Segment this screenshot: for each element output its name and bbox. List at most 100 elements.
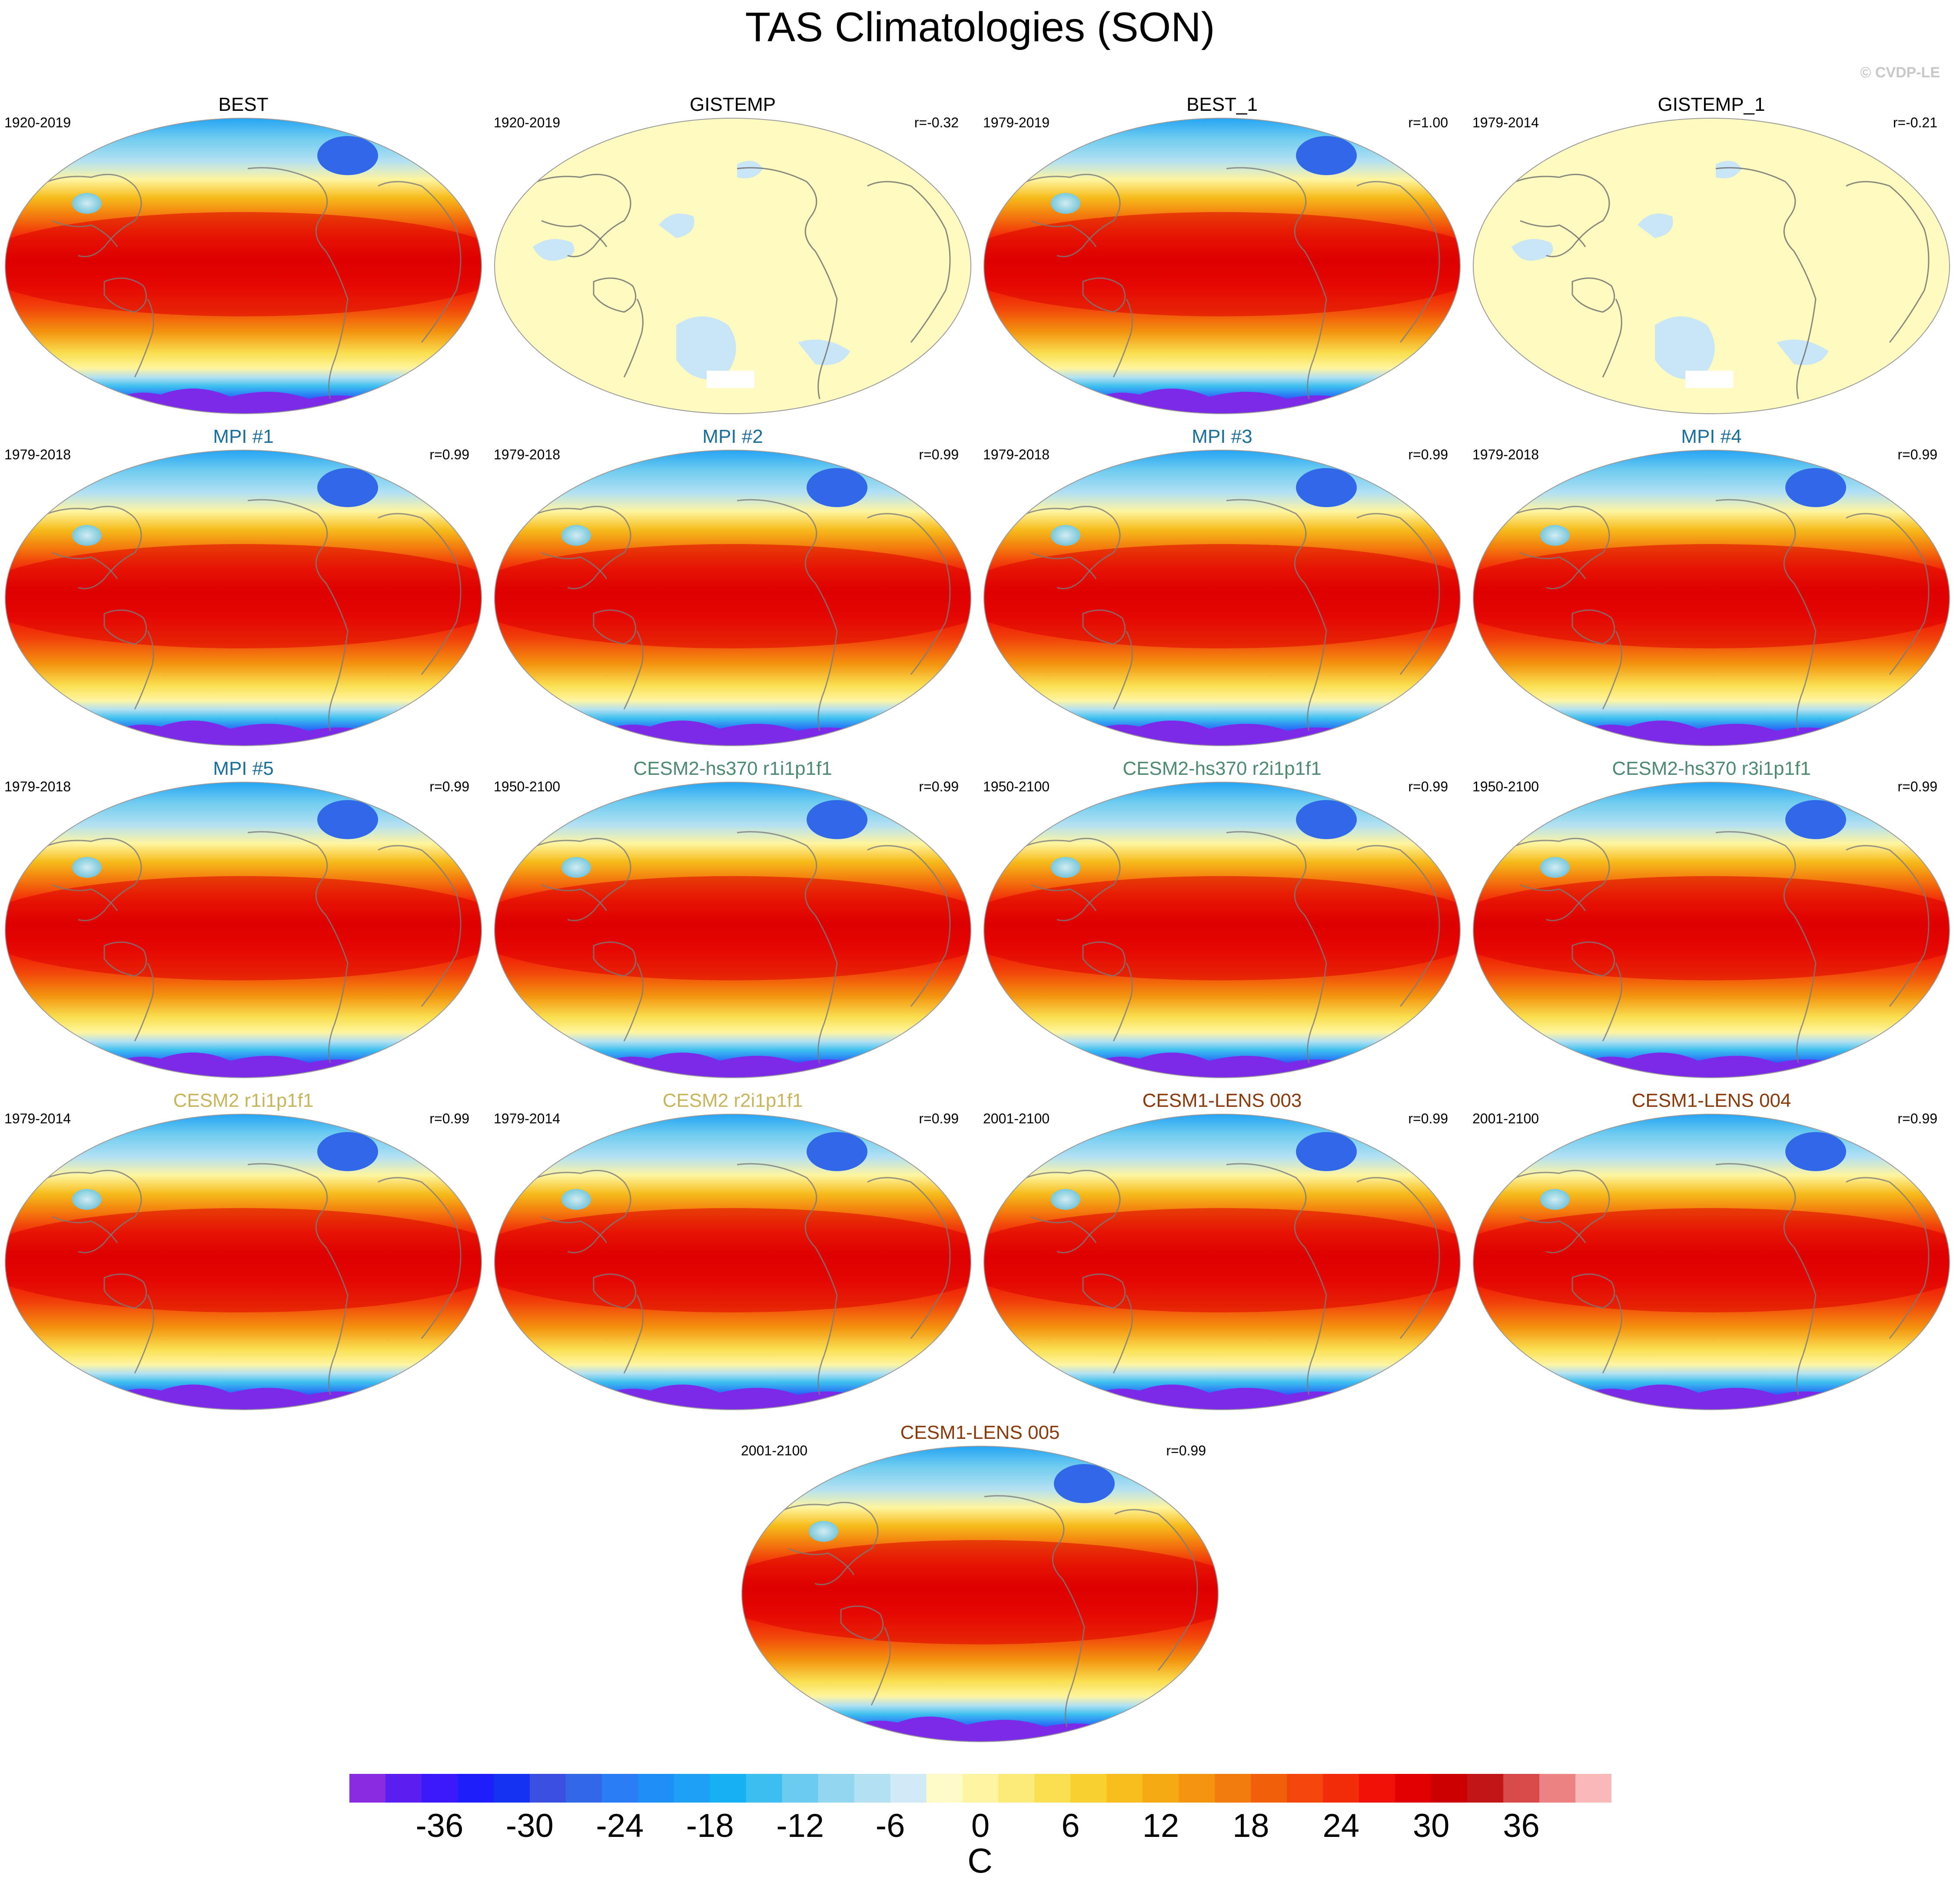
coastline	[1226, 1163, 1327, 1395]
coastline	[103, 941, 147, 977]
robinson-map	[1473, 118, 1950, 414]
map-outline	[1473, 118, 1950, 414]
tropical-warm-band	[5, 1208, 482, 1312]
robinson-map	[494, 1114, 971, 1410]
map-panel: BEST_1 1979-2019 r=1.00	[983, 86, 1461, 414]
map-outline	[5, 1114, 482, 1410]
tropical-warm-band	[495, 876, 971, 980]
robinson-map	[5, 118, 482, 414]
map-panel: GISTEMP_1 1979-2014 r=-0.21	[1472, 86, 1950, 414]
panel-correlation: r=-0.32	[914, 115, 959, 130]
coastline	[1030, 1216, 1097, 1243]
coastline	[1846, 845, 1930, 1007]
panel-title: CESM1-LENS 004	[1631, 1090, 1791, 1111]
cold-anomaly-patch	[798, 339, 850, 365]
coastline	[247, 831, 349, 1063]
greenland-cold-area	[807, 1132, 867, 1171]
coastline	[1715, 167, 1817, 399]
coastline	[984, 1495, 1085, 1727]
panel-period: 1950-2100	[494, 779, 561, 794]
panel-period: 1979-2018	[1472, 447, 1539, 462]
coastline	[867, 845, 951, 1007]
anomaly-field	[1473, 118, 1950, 414]
coastline	[593, 609, 637, 645]
tropical-warm-band	[984, 544, 1460, 648]
greenland-cold-area	[317, 1132, 378, 1171]
colorbar-tick-label: -24	[596, 1807, 644, 1844]
coastline	[52, 220, 118, 247]
map-panel: CESM1-LENS 005 2001-2100 r=0.99	[741, 1414, 1219, 1742]
colorbar-swatch	[1106, 1774, 1143, 1803]
coastline	[134, 631, 154, 710]
coastline	[1846, 1177, 1930, 1339]
tibet-cold-spot	[72, 525, 102, 546]
coastline	[1356, 513, 1440, 675]
greenland-cold-area	[1054, 1464, 1115, 1503]
greenland-cold-area	[1296, 468, 1357, 507]
tibet-cold-spot	[1051, 193, 1080, 214]
greenland-cold-area	[317, 136, 378, 175]
panel-title: MPI #2	[702, 426, 763, 447]
coastline	[378, 181, 462, 343]
coastline	[1226, 831, 1327, 1063]
panel-title: CESM1-LENS 005	[900, 1422, 1060, 1443]
panel-period: 1920-2019	[4, 115, 71, 130]
cold-anomaly-patch	[1512, 239, 1553, 261]
panel-correlation: r=1.00	[1408, 115, 1448, 130]
map-outline	[983, 782, 1461, 1078]
colorbar-swatch	[601, 1774, 638, 1803]
coastline	[30, 1169, 142, 1253]
greenland-cold-area	[317, 468, 378, 507]
coastline	[378, 1177, 462, 1339]
panel-correlation: r=0.99	[1166, 1443, 1206, 1458]
tropical-warm-band	[1473, 1208, 1950, 1312]
tropical-warm-band	[1473, 876, 1950, 980]
coastline	[1113, 299, 1133, 378]
tibet-cold-spot	[1051, 857, 1080, 878]
robinson-map	[1473, 1114, 1950, 1410]
anomaly-field	[495, 118, 971, 414]
cold-anomaly-patch	[737, 161, 763, 179]
panel-title: CESM2-hs370 r2i1p1f1	[1123, 758, 1322, 779]
colorbar-swatch	[1503, 1774, 1540, 1803]
tibet-cold-spot	[1540, 1189, 1570, 1210]
map-panel: CESM1-LENS 004 2001-2100 r=0.99	[1472, 1082, 1950, 1410]
greenland-cold-area	[807, 800, 867, 839]
colorbar-swatch	[1395, 1774, 1432, 1803]
cold-anomaly-patch	[676, 316, 736, 379]
colorbar-swatch	[962, 1774, 999, 1803]
coastline	[1602, 299, 1622, 378]
coastline	[378, 513, 462, 675]
cold-anomaly-patch	[1655, 316, 1715, 379]
coastline	[1715, 831, 1817, 1063]
figure-title: TAS Climatologies (SON)	[745, 4, 1215, 50]
coastline	[1082, 1273, 1126, 1309]
colorbar-tick-label: 0	[971, 1807, 990, 1844]
colorbar-swatch	[638, 1774, 674, 1803]
coastline	[519, 837, 631, 921]
colorbar-swatch	[1287, 1774, 1323, 1803]
coastline	[767, 1501, 879, 1585]
coastline	[1113, 1295, 1133, 1374]
panel-correlation: r=0.99	[429, 779, 469, 794]
coastline	[103, 1273, 147, 1309]
coastline	[541, 552, 608, 579]
coastline	[52, 1216, 118, 1243]
map-panel: BEST 1920-2019	[4, 86, 482, 414]
map-outline	[5, 450, 482, 746]
tibet-cold-spot	[561, 525, 591, 546]
panel-correlation: r=0.99	[919, 447, 959, 462]
coastline	[134, 963, 154, 1042]
greenland-cold-area	[1785, 800, 1846, 839]
tropical-warm-band	[5, 212, 482, 316]
cold-anomaly-patch	[1777, 339, 1829, 365]
panel-title: CESM2 r2i1p1f1	[662, 1090, 803, 1111]
coastline	[30, 505, 142, 589]
coastline	[867, 1177, 951, 1339]
colorbar-swatch	[1467, 1774, 1504, 1803]
map-panel: CESM2 r1i1p1f1 1979-2014 r=0.99	[4, 1082, 482, 1410]
map-panel: MPI #1 1979-2018 r=0.99	[4, 418, 482, 746]
colorbar-tick-label: 30	[1412, 1807, 1450, 1844]
tibet-cold-spot	[1051, 1189, 1080, 1210]
tropical-warm-band	[984, 1208, 1460, 1312]
